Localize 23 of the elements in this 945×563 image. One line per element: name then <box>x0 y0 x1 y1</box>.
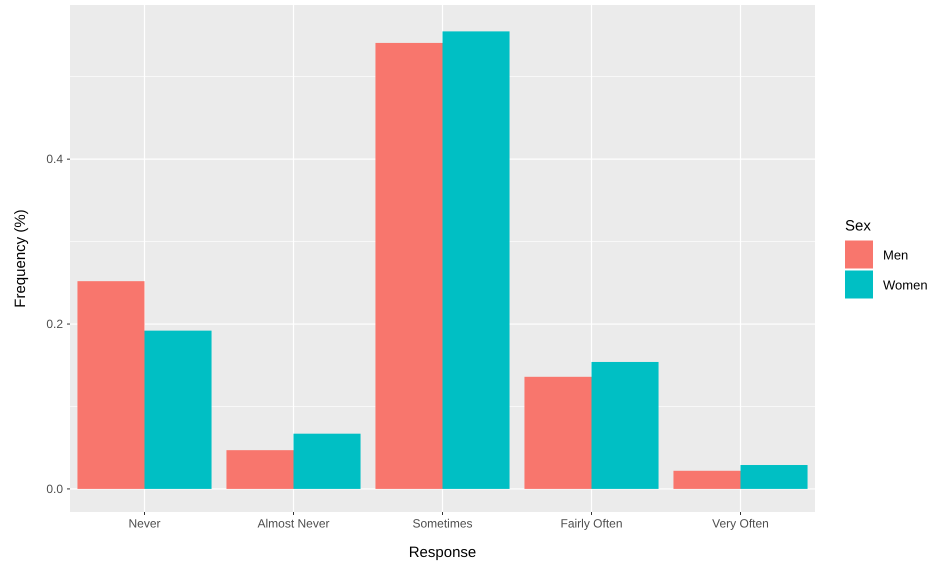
legend-title: Sex <box>845 218 872 234</box>
bar <box>673 470 740 489</box>
x-axis-title: Response <box>408 544 476 561</box>
x-tick-label: Fairly Often <box>560 516 623 531</box>
bar <box>294 434 361 489</box>
bar <box>144 330 212 489</box>
x-tick-label: Almost Never <box>257 516 330 531</box>
x-tick-label: Never <box>128 516 161 531</box>
y-tick-label: 0.2 <box>46 316 64 331</box>
y-tick-label: 0.0 <box>46 482 64 496</box>
legend-label: Men <box>883 248 908 262</box>
y-tick-label: 0.4 <box>46 152 64 166</box>
y-axis-title: Frequency (%) <box>12 209 29 308</box>
bar <box>226 450 294 489</box>
bar <box>740 465 808 489</box>
bar <box>375 42 442 489</box>
bar <box>442 31 510 489</box>
bar <box>77 281 144 489</box>
bar <box>524 376 592 489</box>
legend-label: Women <box>883 278 928 292</box>
bar <box>592 362 659 489</box>
x-tick-label: Very Often <box>712 516 769 531</box>
x-tick-label: Sometimes <box>412 516 473 531</box>
